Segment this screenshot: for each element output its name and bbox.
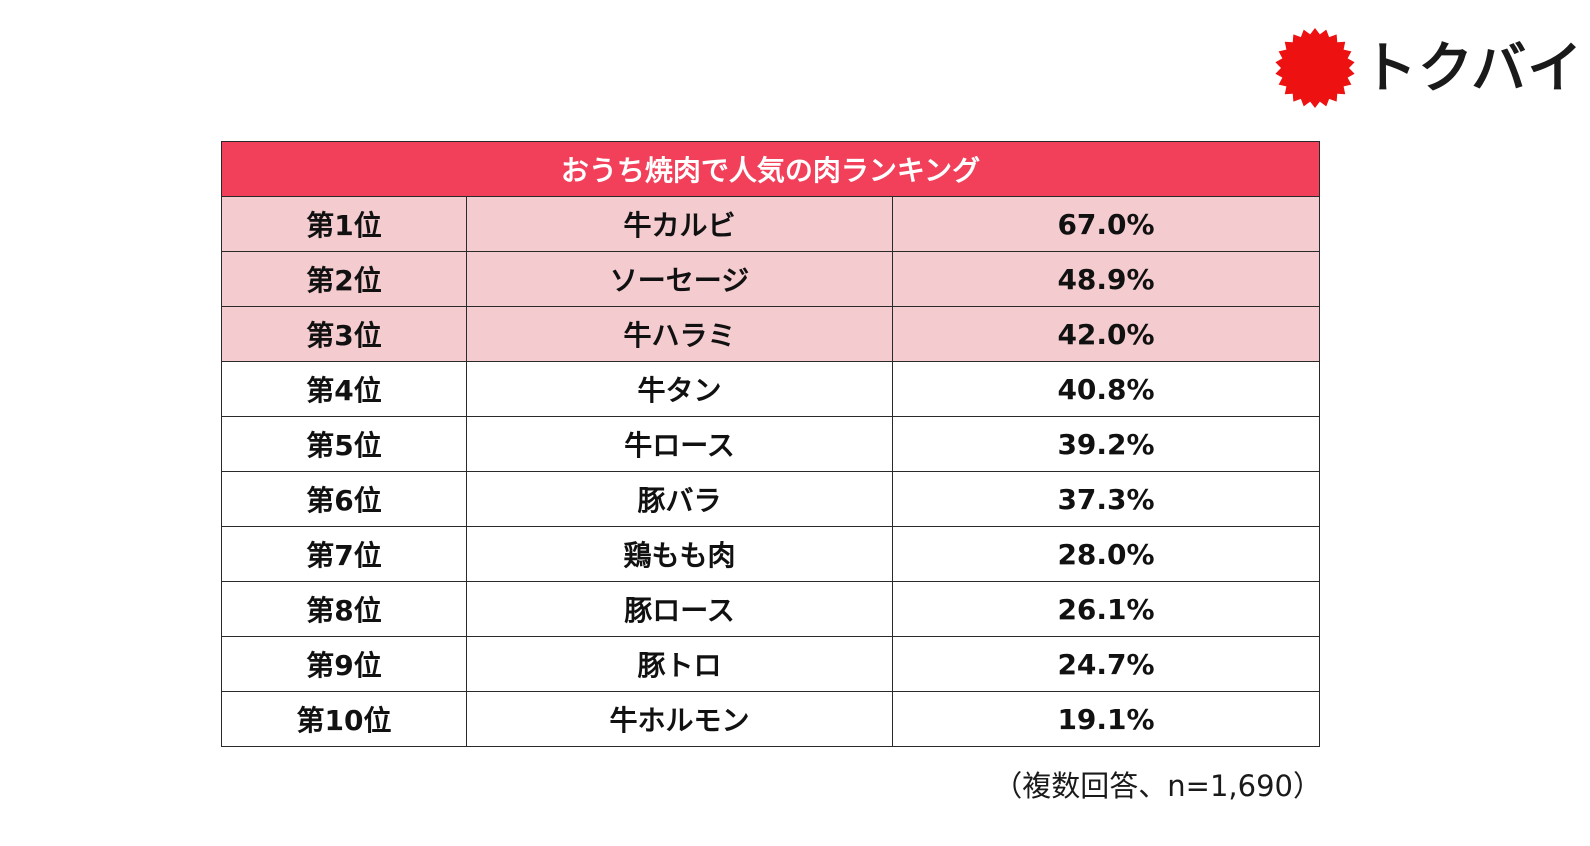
ranking-table: おうち焼肉で人気の肉ランキング 第1位 牛カルビ 67.0% 第2位 ソーセージ 48.9…	[220, 141, 1321, 747]
meat-cell: 鶏もも肉	[466, 526, 893, 582]
percentage-cell: 67.0%	[891, 196, 1321, 252]
table-row: 第9位 豚トロ 24.7%	[221, 636, 1321, 692]
rank-cell: 第9位	[221, 636, 467, 692]
rank-cell: 第3位	[221, 306, 467, 362]
red-sunburst-icon	[1275, 28, 1355, 108]
meat-cell: 豚トロ	[466, 636, 893, 692]
rank-cell: 第6位	[221, 471, 467, 527]
table-row: 第8位 豚ロース 26.1%	[221, 581, 1321, 637]
percentage-cell: 19.1%	[891, 691, 1321, 747]
logo-wordmark: トクバイ	[1362, 36, 1584, 100]
percentage-cell: 37.3%	[891, 471, 1321, 527]
table-row: 第3位 牛ハラミ 42.0%	[221, 306, 1321, 362]
meat-cell: 牛ハラミ	[466, 306, 893, 362]
table-header-row: おうち焼肉で人気の肉ランキング	[220, 141, 1321, 197]
meat-cell: 牛ホルモン	[466, 691, 893, 747]
table-row: 第1位 牛カルビ 67.0%	[221, 196, 1321, 252]
table-row: 第7位 鶏もも肉 28.0%	[221, 526, 1321, 582]
sample-note: （複数回答、n=1,690）	[993, 769, 1322, 803]
table-row: 第4位 牛タン 40.8%	[221, 361, 1321, 417]
percentage-cell: 39.2%	[891, 416, 1321, 472]
table-row: 第10位 牛ホルモン 19.1%	[221, 691, 1321, 747]
rank-cell: 第4位	[221, 361, 467, 417]
meat-cell: 牛ロース	[466, 416, 893, 472]
percentage-cell: 26.1%	[891, 581, 1321, 637]
percentage-cell: 24.7%	[891, 636, 1321, 692]
percentage-cell: 48.9%	[891, 251, 1321, 307]
meat-cell: ソーセージ	[466, 251, 893, 307]
rank-cell: 第10位	[221, 691, 467, 747]
table-row: 第6位 豚バラ 37.3%	[221, 471, 1321, 527]
rank-cell: 第7位	[221, 526, 467, 582]
rank-cell: 第5位	[221, 416, 467, 472]
meat-cell: 豚バラ	[466, 471, 893, 527]
rank-cell: 第1位	[221, 196, 467, 252]
meat-cell: 牛カルビ	[466, 196, 893, 252]
table-body: 第1位 牛カルビ 67.0% 第2位 ソーセージ 48.9% 第3位 牛ハラミ 42.0% 第4位…	[221, 196, 1321, 747]
table-title: おうち焼肉で人気の肉ランキング	[220, 141, 1321, 197]
table-row: 第2位 ソーセージ 48.9%	[221, 251, 1321, 307]
rank-cell: 第2位	[221, 251, 467, 307]
percentage-cell: 28.0%	[891, 526, 1321, 582]
meat-cell: 豚ロース	[466, 581, 893, 637]
percentage-cell: 40.8%	[891, 361, 1321, 417]
tokubai-logo[interactable]: トクバイ	[1274, 27, 1582, 109]
percentage-cell: 42.0%	[891, 306, 1321, 362]
rank-cell: 第8位	[221, 581, 467, 637]
meat-cell: 牛タン	[466, 361, 893, 417]
table-row: 第5位 牛ロース 39.2%	[221, 416, 1321, 472]
